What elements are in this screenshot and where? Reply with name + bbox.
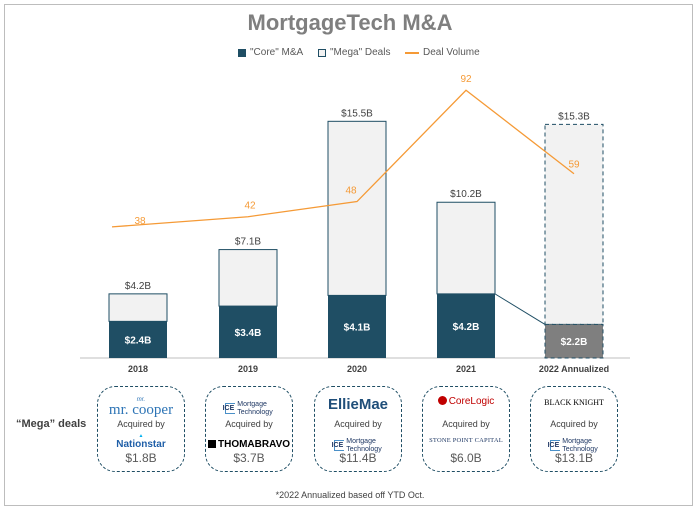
bar-core-label-1: $3.4B <box>235 328 262 339</box>
deal-volume-label-1: 42 <box>244 201 256 212</box>
thoma-bravo-logo: THOMABRAVO <box>206 439 292 450</box>
legend-mega-label: "Mega" Deals <box>330 47 391 58</box>
thoma-bravo-text: THOMABRAVO <box>217 439 291 450</box>
bar-core-3 <box>437 293 495 358</box>
bar-total-label-1: $7.1B <box>235 237 261 248</box>
bar-total-label-0: $4.2B <box>125 281 151 292</box>
deal-amount: $1.8B <box>125 451 157 465</box>
black-knight-text: BLACK KNIGHT <box>544 398 604 407</box>
bar-core-0 <box>109 321 167 358</box>
deal-volume-line <box>111 89 575 228</box>
deal-amount: $13.1B <box>554 451 594 465</box>
legend-line-label: Deal Volume <box>423 47 480 58</box>
x-tick-label-0: 2018 <box>128 364 148 374</box>
ellie-mae-logo: EllieMae <box>327 396 389 413</box>
bar-mega-2 <box>327 120 387 296</box>
mr-cooper-logo: mr. mr. cooper <box>98 395 184 418</box>
bar-mega-4 <box>544 123 604 325</box>
deal-volume-label-0: 38 <box>134 216 146 227</box>
bar-mega-3 <box>436 201 496 295</box>
bar-core-label-2: $4.1B <box>344 323 371 334</box>
legend-core-swatch <box>238 48 246 57</box>
bar-core-label-4: $2.2B <box>561 337 588 348</box>
footnote: *2022 Annualized based off YTD Oct. <box>275 490 425 500</box>
x-tick-label-4: 2022 Annualized <box>539 364 609 374</box>
chart-frame <box>4 4 693 506</box>
legend-core: "Core" M&A <box>238 47 303 58</box>
acquired-by-label: Acquired by <box>442 419 490 429</box>
stone-point-capital-logo: STONE POINT CAPITAL <box>429 437 503 444</box>
legend-mega-swatch <box>318 48 326 57</box>
deal-card-2022: BLACK KNIGHT Acquired by ICE Mortgage Tech… <box>530 386 618 472</box>
ice-mortgage-technology-logo: ICE Mortgage Technology <box>547 437 598 453</box>
corelogic-text: CoreLogic <box>448 396 495 407</box>
legend-line-swatch <box>405 52 419 54</box>
black-knight-logo: BLACK KNIGHT <box>531 398 617 407</box>
bar-total-label-3: $10.2B <box>450 189 482 200</box>
legend-line: Deal Volume <box>405 47 480 58</box>
deal-volume-label-3: 92 <box>460 74 472 85</box>
deal-card-2018: mr. mr. cooper Acquired by ▲ Nationstar … <box>97 386 185 472</box>
bar-core-2 <box>328 295 386 358</box>
mega-deals-label: “Mega” deals <box>16 418 87 430</box>
legend-mega: "Mega" Deals <box>318 47 390 58</box>
nationstar-logo: ▲ Nationstar <box>98 433 184 450</box>
deal-volume-label-2: 48 <box>345 186 357 197</box>
deal-card-2020: EllieMae Acquired by ICE Mortgage Technolo… <box>314 386 402 472</box>
bar-mega-0 <box>108 293 168 322</box>
mr-cooper-text: mr. cooper <box>108 402 174 418</box>
x-tick-label-2: 2020 <box>347 364 367 374</box>
acquired-by-label: Acquired by <box>334 419 382 429</box>
deal-amount: $11.4B <box>339 451 377 465</box>
deal-volume-label-4: 59 <box>568 160 580 171</box>
bar-mega-1 <box>218 249 278 307</box>
nationstar-text: Nationstar <box>116 439 166 450</box>
bar-core-label-3: $4.2B <box>453 322 480 333</box>
bar-core-4 <box>544 323 604 359</box>
bar-total-label-2: $15.5B <box>341 108 373 119</box>
chart-title: MortgageTech M&A <box>247 10 453 35</box>
deal-card-2019: ICE Mortgage Technology Acquired by THOMAB… <box>205 386 293 472</box>
bar-core-label-0: $2.4B <box>125 336 152 347</box>
connector-line <box>494 293 546 325</box>
bar-total-label-4: $15.3B <box>558 111 590 122</box>
deal-card-2021: CoreLogic Acquired by STONE POINT CAPITA… <box>422 386 510 472</box>
corelogic-logo: CoreLogic <box>423 396 509 407</box>
acquired-by-label: Acquired by <box>225 419 273 429</box>
legend-core-label: "Core" M&A <box>250 47 304 58</box>
ice-mortgage-technology-logo: ICE Mortgage Technology <box>331 437 382 453</box>
x-tick-label-1: 2019 <box>238 364 258 374</box>
x-tick-label-3: 2021 <box>456 364 476 374</box>
deal-amount: $3.7B <box>233 451 265 465</box>
deal-amount: $6.0B <box>450 451 482 465</box>
bar-core-1 <box>219 306 277 358</box>
ice-mortgage-technology-logo: ICE Mortgage Technology <box>222 400 273 416</box>
acquired-by-label: Acquired by <box>550 419 598 429</box>
acquired-by-label: Acquired by <box>117 419 165 429</box>
